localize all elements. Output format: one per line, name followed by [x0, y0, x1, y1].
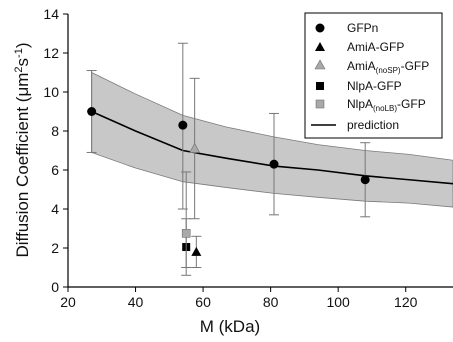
- data-point-triangle: [189, 142, 201, 153]
- y-tick-label: 12: [43, 45, 59, 61]
- data-point-circle: [269, 159, 279, 169]
- legend-entry-amia: AmiA-GFP: [315, 40, 404, 54]
- legend-label-prediction: prediction: [347, 118, 399, 132]
- y-tick-label: 2: [51, 240, 59, 256]
- legend-entry-nlpa-nolb: NlpA(noLB)-GFP: [315, 97, 426, 113]
- x-tick-label: 80: [263, 294, 279, 310]
- x-tick-label: 40: [128, 294, 144, 310]
- axes: 0 2 4 6 8 10 12 14 20 40 60 80 100 120: [43, 6, 453, 310]
- y-tick-label: 8: [51, 123, 59, 139]
- legend-circle-marker: [315, 23, 325, 33]
- legend-triangle-marker: [315, 42, 325, 51]
- data-point-circle: [87, 107, 97, 116]
- data-point-circle: [178, 120, 188, 130]
- legend-triangle-gray-marker: [314, 59, 326, 70]
- legend-box: [304, 12, 443, 139]
- x-tick-label: 20: [60, 294, 76, 310]
- plot-area: [86, 42, 453, 276]
- data-point-square: [181, 229, 191, 238]
- legend-label-nlpa: NlpA-GFP: [347, 79, 402, 93]
- legend-entry-nlpa: NlpA-GFP: [316, 79, 402, 93]
- data-point-triangle: [191, 246, 202, 256]
- y-tick-label: 0: [51, 279, 59, 295]
- legend-label-nlpa-nolb: NlpA(noLB)-GFP: [347, 97, 426, 113]
- x-tick-label: 120: [394, 294, 418, 310]
- legend-label-amia-nosp: AmiA(noSP)-GFP: [347, 59, 429, 75]
- x-tick-label: 60: [195, 294, 211, 310]
- legend-square-marker: [316, 82, 324, 90]
- data-point-circle: [360, 175, 370, 185]
- legend-entry-amia-nosp: AmiA(noSP)-GFP: [314, 59, 429, 75]
- legend-square-gray-marker: [315, 99, 325, 109]
- x-tick-label: 100: [326, 294, 350, 310]
- legend-label-gfpn: GFPn: [347, 21, 378, 35]
- legend-label-amia: AmiA-GFP: [347, 40, 404, 54]
- legend: GFPn AmiA-GFP AmiA(noSP)-GFP NlpA-GFP Nl…: [304, 12, 443, 139]
- y-tick-label: 10: [43, 84, 59, 100]
- legend-entry-gfpn: GFPn: [315, 21, 378, 35]
- y-tick-label: 4: [51, 201, 59, 217]
- y-tick-label: 6: [51, 162, 59, 178]
- legend-entry-prediction: prediction: [311, 118, 399, 132]
- y-tick-label: 14: [43, 6, 59, 22]
- y-axis-title: Diffusion Coefficient (μm2s-1): [13, 43, 32, 258]
- x-axis-title: M (kDa): [200, 317, 260, 336]
